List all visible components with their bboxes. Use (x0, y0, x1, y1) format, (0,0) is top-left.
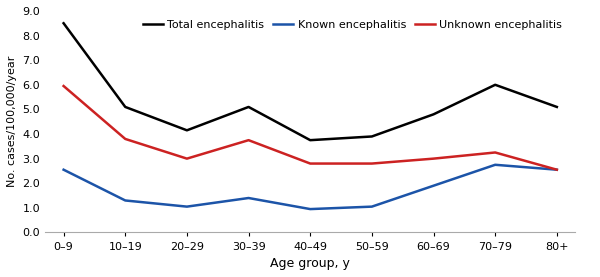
Unknown encephalitis (307, 162, 314, 165)
Total encephalitis (184, 129, 191, 132)
Unknown encephalitis (368, 162, 376, 165)
Total encephalitis (307, 138, 314, 142)
Known encephalitis (491, 163, 499, 166)
Line: Unknown encephalitis: Unknown encephalitis (64, 86, 557, 170)
Unknown encephalitis (553, 168, 560, 171)
Unknown encephalitis (245, 138, 252, 142)
Known encephalitis (122, 199, 129, 202)
Known encephalitis (553, 168, 560, 171)
Unknown encephalitis (60, 84, 67, 88)
Total encephalitis (430, 113, 437, 116)
Unknown encephalitis (184, 157, 191, 160)
X-axis label: Age group, y: Age group, y (270, 257, 350, 270)
Unknown encephalitis (122, 137, 129, 141)
Unknown encephalitis (491, 151, 499, 154)
Total encephalitis (122, 105, 129, 109)
Known encephalitis (245, 196, 252, 200)
Line: Total encephalitis: Total encephalitis (64, 23, 557, 140)
Known encephalitis (184, 205, 191, 208)
Total encephalitis (245, 105, 252, 109)
Known encephalitis (368, 205, 376, 208)
Known encephalitis (60, 168, 67, 171)
Total encephalitis (491, 83, 499, 86)
Y-axis label: No. cases/100,000/year: No. cases/100,000/year (7, 56, 17, 188)
Total encephalitis (553, 105, 560, 109)
Line: Known encephalitis: Known encephalitis (64, 165, 557, 209)
Known encephalitis (430, 184, 437, 187)
Unknown encephalitis (430, 157, 437, 160)
Legend: Total encephalitis, Known encephalitis, Unknown encephalitis: Total encephalitis, Known encephalitis, … (140, 17, 566, 33)
Total encephalitis (60, 22, 67, 25)
Known encephalitis (307, 207, 314, 211)
Total encephalitis (368, 135, 376, 138)
